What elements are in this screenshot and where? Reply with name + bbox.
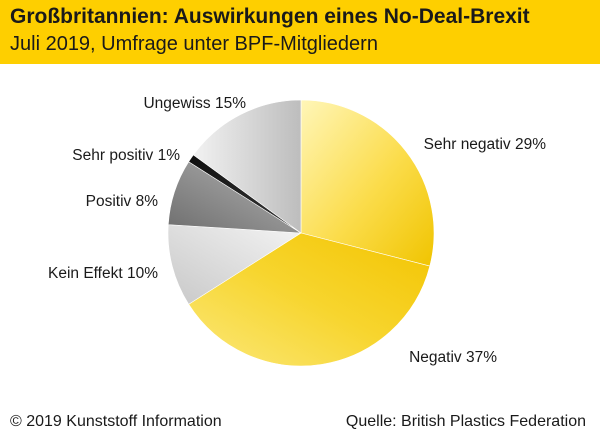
slice-label-ungewiss: Ungewiss 15% [143,95,246,112]
pie-slice-kein-effekt [167,224,302,305]
slice-label-sehr-negativ: Sehr negativ 29% [424,136,547,153]
slice-label-sehr-positiv: Sehr positiv 1% [72,147,180,164]
slice-label-positiv: Positiv 8% [86,193,159,210]
slice-label-kein-effekt: Kein Effekt 10% [48,265,158,282]
source-text: Quelle: British Plastics Federation [345,413,586,430]
pie-slice-sehr-negativ [300,99,435,267]
copyright-text: © 2019 Kunststoff Information [10,413,222,430]
pie-chart: Sehr negativ 29% Negativ 37% Kein Effekt 1… [48,95,547,367]
pie-slice-ungewiss [192,99,302,234]
chart-title: Großbritannien: Auswirkungen eines No-De… [10,5,530,28]
chart-subtitle: Juli 2019, Umfrage unter BPF-Mitgliedern [10,33,378,55]
slice-label-negativ: Negativ 37% [409,349,497,366]
header-bar: Großbritannien: Auswirkungen eines No-De… [0,0,600,64]
